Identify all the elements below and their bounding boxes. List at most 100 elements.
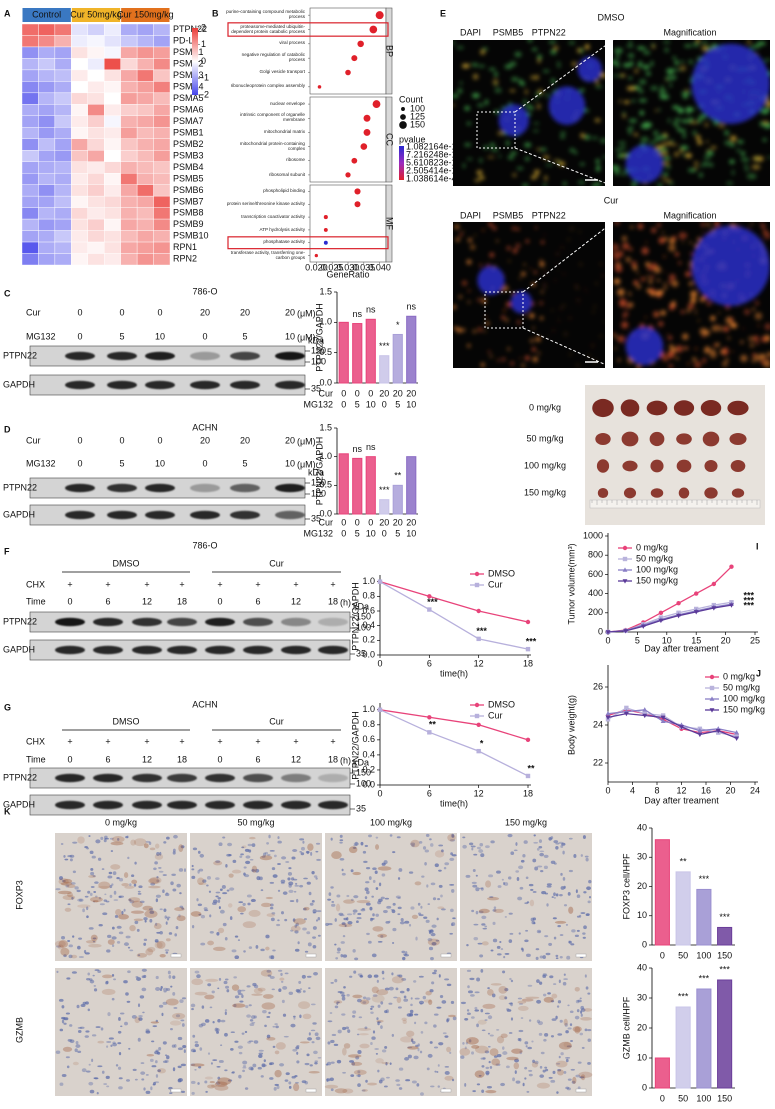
x-tick-label: 15 xyxy=(691,635,701,645)
ihc-nucleus xyxy=(417,902,421,906)
legend-label: 50 mg/kg xyxy=(636,553,673,563)
x-tick-label: 0 xyxy=(605,635,610,645)
ihc-nucleus xyxy=(76,889,81,893)
x-tick-label: 20 xyxy=(406,517,416,527)
ihc-nucleus xyxy=(343,986,346,989)
ihc-nucleus xyxy=(488,874,494,878)
ihc-nucleus xyxy=(124,1021,129,1026)
ihc-nucleus xyxy=(418,1000,425,1005)
ihc-nucleus xyxy=(525,1045,528,1048)
signal xyxy=(557,315,560,317)
ihc-nucleus xyxy=(190,1080,196,1085)
ihc-nucleus xyxy=(520,1017,524,1019)
heatmap-cell xyxy=(21,207,39,220)
kda-label: kDa xyxy=(353,601,369,611)
ihc-nucleus xyxy=(399,990,405,994)
ihc-nucleus xyxy=(438,1042,444,1046)
ihc-nucleus xyxy=(476,846,481,850)
signal xyxy=(629,131,632,135)
signal xyxy=(685,153,692,159)
ihc-nucleus xyxy=(244,874,250,878)
zoom-box xyxy=(484,291,524,329)
group-label: Control xyxy=(32,9,61,19)
ihc-nucleus xyxy=(191,925,195,929)
ihc-nucleus xyxy=(280,879,286,884)
ihc-nucleus xyxy=(482,927,488,930)
ihc-nucleus xyxy=(519,886,524,890)
ihc-nucleus xyxy=(63,954,67,958)
heatmap-cell xyxy=(136,58,154,71)
ihc-nucleus xyxy=(165,951,169,954)
heatmap-cell xyxy=(71,104,88,117)
ihc-nucleus xyxy=(148,841,152,846)
ihc-stain xyxy=(471,1044,480,1049)
x-tick-label: 5 xyxy=(395,528,400,538)
facet-label: MF xyxy=(385,217,395,230)
ihc-nucleus xyxy=(82,908,85,913)
ihc-nucleus xyxy=(423,916,428,919)
ihc-nucleus xyxy=(201,1005,205,1009)
ihc-nucleus xyxy=(164,1054,168,1057)
ihc-nucleus xyxy=(438,974,441,978)
ihc-nucleus xyxy=(502,970,506,974)
ihc-nucleus xyxy=(533,834,536,837)
ihc-nucleus xyxy=(246,1014,251,1018)
ihc-nucleus xyxy=(466,969,472,972)
ihc-stain xyxy=(511,1048,523,1054)
ihc-nucleus xyxy=(294,884,300,887)
ihc-nucleus xyxy=(504,952,510,955)
heatmap-cell xyxy=(104,58,121,71)
ihc-stain xyxy=(572,1076,577,1084)
ihc-stain xyxy=(149,847,156,851)
ihc-nucleus xyxy=(528,1073,533,1077)
ihc-stain xyxy=(557,1069,564,1076)
signal xyxy=(539,261,545,268)
signal xyxy=(459,81,463,86)
heatmap-cell xyxy=(153,150,171,162)
ihc-nucleus xyxy=(381,970,385,975)
ihc-stain xyxy=(111,836,125,843)
band xyxy=(93,645,123,655)
panel-label: K xyxy=(4,806,11,816)
signal xyxy=(672,68,683,71)
ihc-nucleus xyxy=(539,1074,545,1078)
y-tick-label: 0 xyxy=(642,1082,647,1092)
ihc-nucleus xyxy=(280,972,283,976)
ihc-nucleus xyxy=(356,1074,361,1077)
row-label: PSMB3 xyxy=(173,150,204,160)
term-label: protein serine/threonine kinase activity xyxy=(226,200,305,206)
ihc-nucleus xyxy=(398,868,403,872)
ihc-stain xyxy=(498,986,508,994)
ihc-nucleus xyxy=(536,847,540,851)
ihc-nucleus xyxy=(551,896,554,899)
ihc-nucleus xyxy=(536,999,542,1004)
ihc-stain xyxy=(266,913,276,917)
legend-label: 5.610823e-16 xyxy=(406,157,462,167)
heatmap-cell xyxy=(153,218,171,231)
ihc-nucleus xyxy=(364,844,368,848)
ihc-nucleus xyxy=(466,1012,471,1015)
signal xyxy=(763,231,770,240)
signal xyxy=(646,275,650,279)
ihc-nucleus xyxy=(563,904,568,907)
signal xyxy=(740,150,746,157)
ihc-nucleus xyxy=(414,997,420,1000)
ihc-nucleus xyxy=(215,860,221,864)
ihc-stain xyxy=(371,994,385,1003)
heatmap-cell xyxy=(120,253,138,266)
ihc-nucleus xyxy=(152,1083,156,1086)
ihc-stain xyxy=(347,1054,362,1058)
ihc-nucleus xyxy=(523,840,528,844)
ihc-nucleus xyxy=(588,879,592,884)
ihc-stain xyxy=(147,946,156,953)
ihc-nucleus xyxy=(519,1050,523,1055)
heatmap-cell xyxy=(120,161,138,174)
signal xyxy=(602,155,605,159)
ihc-stain xyxy=(396,996,402,1004)
ihc-nucleus xyxy=(258,1052,264,1055)
y-tick-label: 0.2 xyxy=(362,764,375,774)
signal xyxy=(648,280,653,284)
band xyxy=(93,800,123,810)
ihc-nucleus xyxy=(336,951,341,954)
ihc-nucleus xyxy=(560,845,564,848)
